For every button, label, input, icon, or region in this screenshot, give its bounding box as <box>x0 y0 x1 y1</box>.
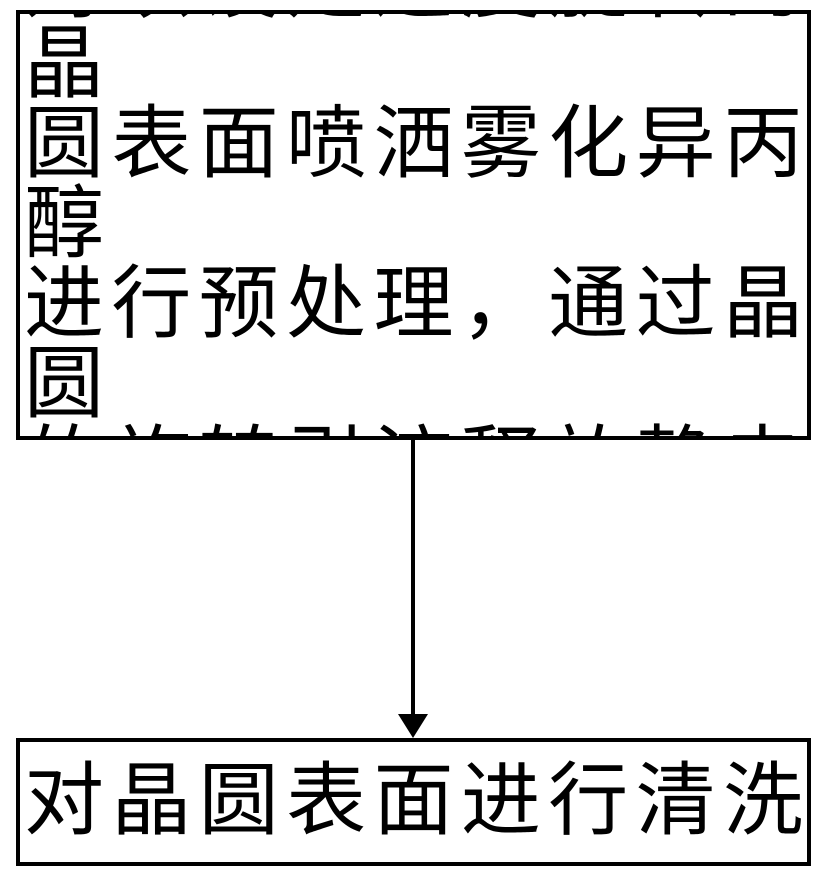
flow-node-step1: 对以设定速度旋转的晶 圆表面喷洒雾化异丙醇 进行预处理，通过晶圆 的旋转引流释放… <box>16 10 811 440</box>
flowchart-canvas: 对以设定速度旋转的晶 圆表面喷洒雾化异丙醇 进行预处理，通过晶圆 的旋转引流释放… <box>0 0 826 879</box>
flow-node-step2: 对晶圆表面进行清洗 <box>16 738 811 866</box>
flow-arrow-step1-to-step2 <box>383 440 443 738</box>
text-line: 圆表面喷洒雾化异丙醇 <box>24 105 803 265</box>
flow-node-step2-text: 对晶圆表面进行清洗 <box>20 762 807 842</box>
text-line: 进行预处理，通过晶圆 <box>24 265 803 425</box>
arrow-head-icon <box>398 714 428 738</box>
text-line: 的旋转引流释放静电 <box>24 425 803 440</box>
flow-node-step1-text: 对以设定速度旋转的晶 圆表面喷洒雾化异丙醇 进行预处理，通过晶圆 的旋转引流释放… <box>20 10 807 440</box>
text-line: 对以设定速度旋转的晶 <box>24 10 803 105</box>
text-line: 对晶圆表面进行清洗 <box>24 762 803 842</box>
